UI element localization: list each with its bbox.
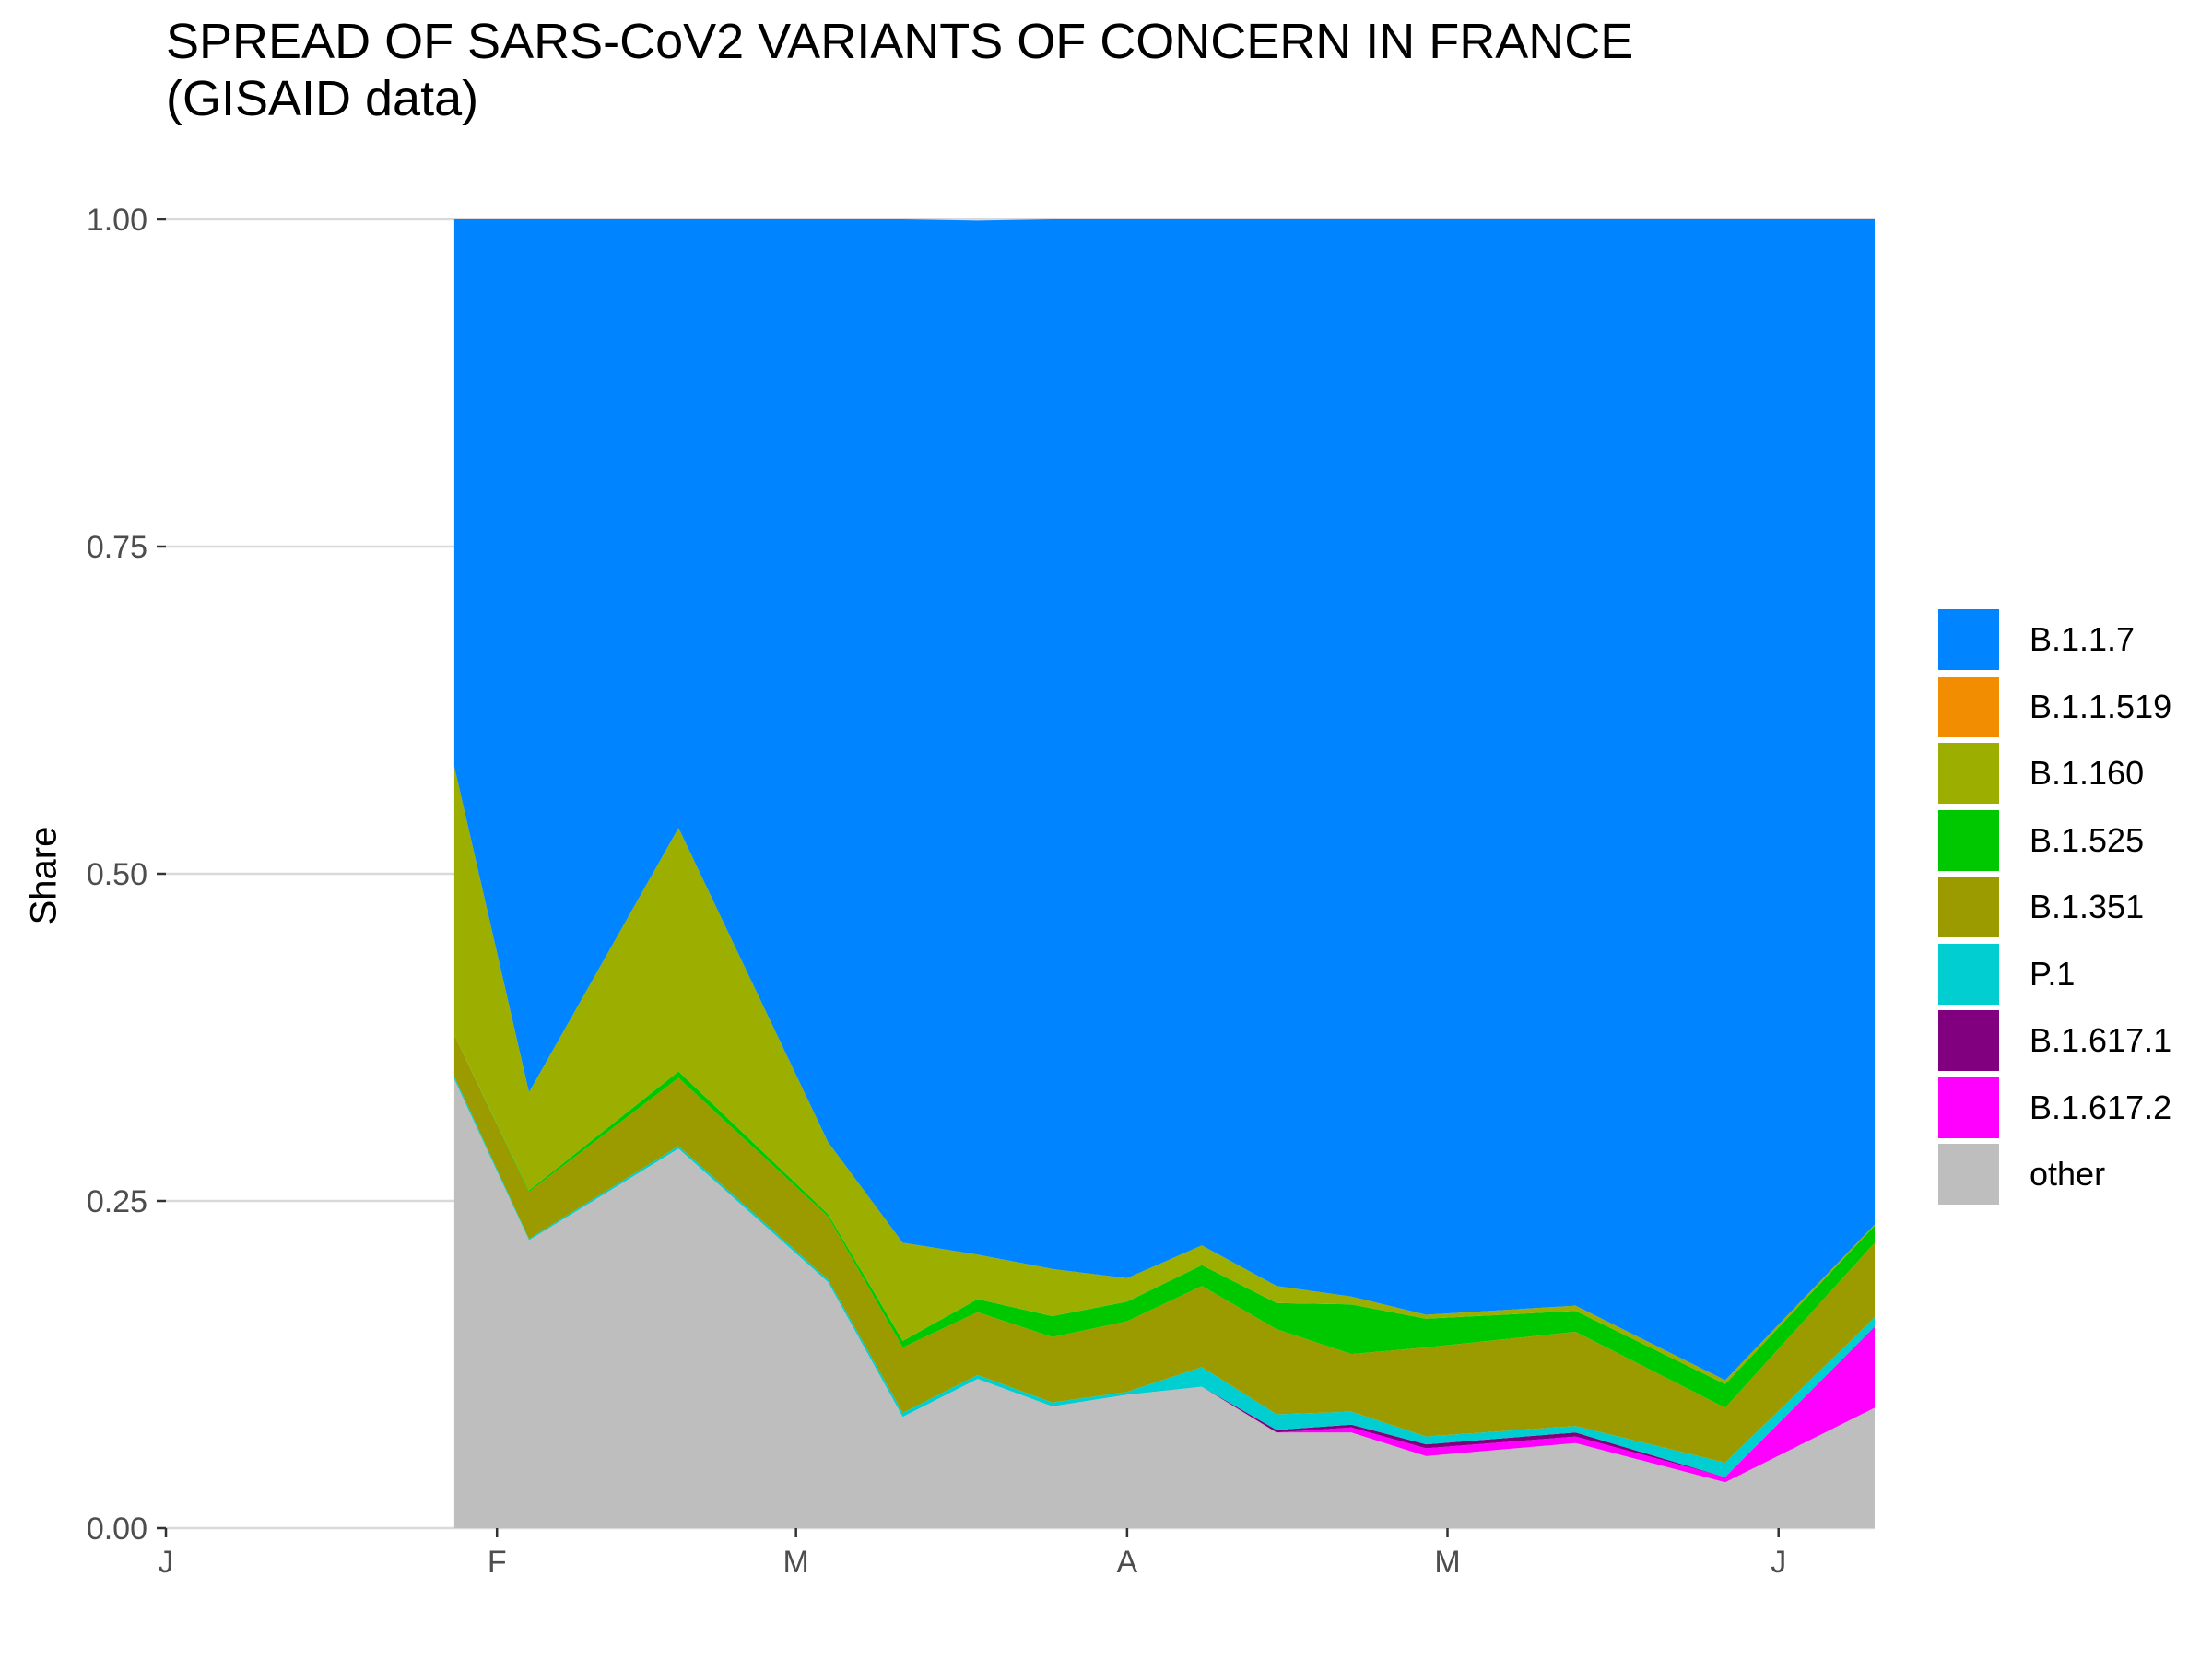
legend-swatch xyxy=(1936,1141,2002,1208)
legend-swatch xyxy=(1936,806,2002,874)
x-tick-label: F xyxy=(488,1545,507,1580)
legend-item-b-1-1-519: B.1.1.519 xyxy=(1936,673,2172,741)
x-tick-label: J xyxy=(1771,1545,1786,1580)
legend-label: B.1.617.1 xyxy=(2030,1021,2172,1060)
y-tick-label: 1.00 xyxy=(87,203,147,238)
legend-label: B.1.351 xyxy=(2030,888,2145,926)
legend-item-b-1-160: B.1.160 xyxy=(1936,740,2171,807)
legend-swatch xyxy=(1936,1007,2002,1075)
x-tick-label: A xyxy=(1117,1545,1138,1580)
legend-swatch xyxy=(1936,740,2002,807)
legend-item-other: other xyxy=(1936,1141,2171,1208)
legend-label: B.1.1.519 xyxy=(2030,687,2172,725)
area-b-1-351 xyxy=(453,1034,1875,1463)
y-tick-label: 0.75 xyxy=(87,530,147,565)
y-axis: 0.00 0.25 0.50 0.75 1.00 xyxy=(87,203,166,1547)
x-tick-label: M xyxy=(1434,1545,1460,1580)
legend-item-b-1-617-2: B.1.617.2 xyxy=(1936,1074,2172,1142)
stacked-areas xyxy=(453,219,1875,1528)
legend-label: B.1.160 xyxy=(2030,754,2145,793)
area-b-1-1-7 xyxy=(453,219,1875,1381)
legend-swatch xyxy=(1936,1074,2002,1141)
chart-title: SPREAD OF SARS-CoV2 VARIANTS OF CONCERN … xyxy=(166,13,1633,127)
legend-swatch xyxy=(1936,940,2002,1007)
y-tick-label: 0.00 xyxy=(87,1512,147,1547)
y-tick-label: 0.25 xyxy=(87,1184,147,1219)
legend-label: B.1.617.2 xyxy=(2030,1088,2172,1126)
chart-title-line-2: (GISAID data) xyxy=(166,71,479,126)
legend-item-b-1-617-1: B.1.617.1 xyxy=(1936,1007,2171,1075)
legend-label: B.1.1.7 xyxy=(2030,620,2136,659)
area-b-1-160 xyxy=(453,766,1875,1384)
legend-label: other xyxy=(2030,1155,2106,1194)
legend: B.1.1.7 B.1.1.519 B.1.160 B.1.525 B.1.351 P.1… xyxy=(1936,606,2171,1208)
legend-item-b-1-1-7: B.1.1.7 xyxy=(1936,606,2171,674)
legend-swatch xyxy=(1936,606,2002,674)
legend-item-b-1-525: B.1.525 xyxy=(1936,806,2171,875)
area-b-1-525 xyxy=(453,1034,1875,1408)
x-tick-label: M xyxy=(782,1545,808,1580)
legend-label: P.1 xyxy=(2030,954,2076,993)
y-tick-label: 0.50 xyxy=(87,857,147,892)
legend-item-p-1: P.1 xyxy=(1936,940,2171,1008)
x-tick-label: J xyxy=(159,1545,174,1580)
area-other xyxy=(453,1078,1875,1528)
legend-swatch xyxy=(1936,874,2002,941)
legend-swatch xyxy=(1936,673,2002,740)
legend-label: B.1.525 xyxy=(2030,820,2145,859)
legend-item-b-1-351: B.1.351 xyxy=(1936,874,2171,941)
chart-title-line-1: SPREAD OF SARS-CoV2 VARIANTS OF CONCERN … xyxy=(166,14,1634,69)
